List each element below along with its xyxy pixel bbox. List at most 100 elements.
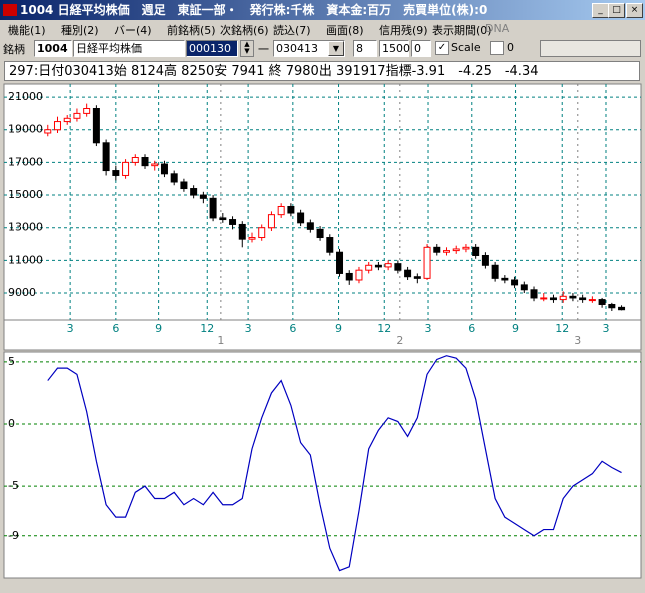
n3-field[interactable]: 0: [411, 40, 431, 57]
candle-body: [238, 223, 246, 240]
x-tick-label: 12: [200, 322, 214, 335]
checkbox[interactable]: [490, 41, 504, 55]
candle-body: [277, 205, 285, 216]
candle-body: [267, 214, 275, 229]
candle-body: [530, 289, 538, 299]
candle-body: [170, 173, 178, 183]
scrollbar[interactable]: [540, 40, 641, 57]
year-label: 1: [217, 334, 224, 347]
candle-body: [209, 197, 217, 219]
n2-field[interactable]: 1500: [379, 40, 410, 57]
candle-body: [481, 254, 489, 266]
candle-body: [73, 112, 81, 119]
candle-body: [306, 222, 314, 230]
menu-item[interactable]: 信用残(9): [379, 24, 428, 37]
x-tick-label: 3: [602, 322, 609, 335]
candle-body: [199, 194, 207, 199]
date-axis-panel: [3, 319, 642, 351]
number-field[interactable]: 000130: [186, 40, 238, 57]
candle-body: [549, 297, 557, 301]
candle-body: [404, 269, 412, 278]
x-tick-label: 3: [425, 322, 432, 335]
candle-body: [345, 272, 353, 281]
candle-body: [53, 121, 61, 131]
candle-body: [511, 279, 519, 286]
candle-body: [491, 264, 499, 279]
candle-body: [394, 263, 402, 271]
candle-body: [44, 129, 52, 134]
candle-body: [384, 263, 392, 268]
scale-label: Scale: [451, 41, 481, 54]
candle-body: [336, 251, 344, 274]
candle-body: [501, 277, 509, 281]
candle-body: [472, 246, 480, 256]
menu-item[interactable]: バー(4): [114, 24, 152, 37]
symbol-label: 銘柄: [3, 43, 25, 56]
candle-body: [160, 163, 168, 175]
x-tick-label: 12: [377, 322, 391, 335]
code-field[interactable]: 1004: [34, 40, 72, 57]
candle-body: [423, 246, 431, 279]
menu-item[interactable]: DNA: [485, 22, 510, 35]
combo-button[interactable]: ▼: [328, 41, 344, 56]
candle-body: [559, 295, 567, 301]
candle-body: [287, 205, 295, 214]
y-tick-label: 17000: [8, 155, 43, 168]
candle-body: [248, 237, 256, 240]
indicator-panel: [3, 351, 642, 579]
y-tick-label: -5: [8, 479, 19, 492]
close-button[interactable]: ×: [626, 3, 643, 18]
menu-item[interactable]: 機能(1): [8, 24, 46, 37]
menu-item[interactable]: 前銘柄(5): [167, 24, 216, 37]
candle-body: [190, 188, 198, 196]
menu-item[interactable]: 画面(8): [326, 24, 364, 37]
candle-body: [618, 306, 626, 311]
x-tick-label: 9: [335, 322, 342, 335]
checkbox-label: 0: [507, 41, 514, 54]
candle-body: [92, 107, 100, 144]
candle-body: [219, 217, 227, 221]
y-tick-label: 13000: [8, 221, 43, 234]
menu-item[interactable]: 次銘柄(6): [220, 24, 269, 37]
x-tick-label: 6: [289, 322, 296, 335]
y-tick-label: -9: [8, 529, 19, 542]
y-tick-label: 19000: [8, 123, 43, 136]
candle-body: [131, 156, 139, 163]
candle-body: [540, 297, 548, 300]
candle-body: [297, 212, 305, 224]
candle-body: [355, 269, 363, 281]
menu-bar: 機能(1) 種別(2) バー(4) 前銘柄(5) 次銘柄(6) 読込(7) 画面(8) 信用残…: [0, 20, 645, 38]
candle-body: [365, 264, 373, 271]
candle-body: [442, 250, 450, 253]
year-label: 3: [574, 334, 581, 347]
menu-item[interactable]: 表示期間(0): [432, 24, 492, 37]
maximize-button[interactable]: □: [608, 3, 625, 18]
candle-body: [588, 299, 596, 302]
candle-body: [229, 219, 237, 225]
candle-body: [374, 264, 382, 268]
candle-body: [83, 107, 91, 114]
x-tick-label: 6: [468, 322, 475, 335]
candle-body: [258, 227, 266, 239]
app-icon: [3, 4, 17, 16]
candle-body: [579, 297, 587, 301]
menu-item[interactable]: 種別(2): [61, 24, 99, 37]
x-tick-label: 9: [155, 322, 162, 335]
candle-body: [413, 276, 421, 279]
candle-body: [316, 228, 324, 239]
date-combo[interactable]: 030413: [273, 40, 345, 57]
x-tick-label: 9: [512, 322, 519, 335]
x-tick-label: 12: [555, 322, 569, 335]
candle-body: [462, 246, 470, 250]
candle-body: [180, 181, 188, 190]
x-tick-label: 6: [112, 322, 119, 335]
spinner[interactable]: ▲ ▼: [240, 40, 254, 57]
name-field[interactable]: 日経平均株価: [73, 40, 185, 57]
menu-item[interactable]: 読込(7): [273, 24, 311, 37]
n1-field[interactable]: 8: [353, 40, 377, 57]
scale-checkbox[interactable]: ✓: [435, 41, 449, 55]
x-tick-label: 3: [245, 322, 252, 335]
y-tick-label: 21000: [8, 90, 43, 103]
